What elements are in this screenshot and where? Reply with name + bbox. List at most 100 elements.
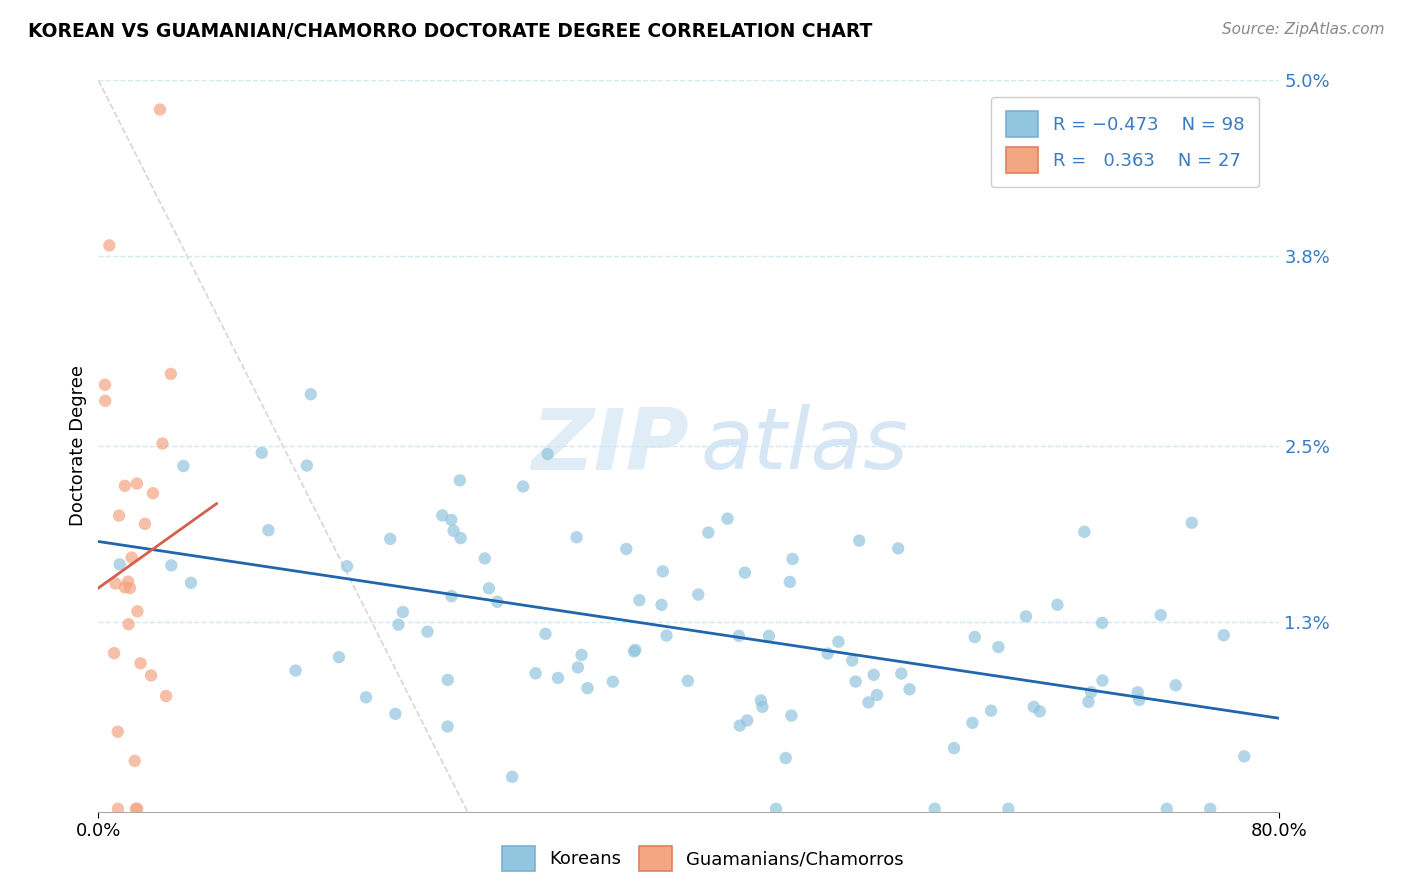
Point bbox=[576, 681, 599, 695]
Point bbox=[416, 624, 439, 639]
Point bbox=[94, 377, 117, 392]
Point bbox=[924, 802, 946, 816]
Point bbox=[124, 754, 146, 768]
Point bbox=[1156, 802, 1178, 816]
Point bbox=[436, 719, 458, 733]
Point bbox=[1150, 608, 1173, 623]
Point bbox=[440, 513, 463, 527]
Point bbox=[1073, 524, 1095, 539]
Point bbox=[758, 629, 780, 643]
Point bbox=[676, 673, 699, 688]
Point bbox=[121, 550, 143, 565]
Point bbox=[118, 581, 141, 595]
Point bbox=[152, 436, 174, 450]
Point bbox=[478, 582, 501, 596]
Point bbox=[1126, 685, 1149, 699]
Point bbox=[765, 802, 787, 816]
Point bbox=[432, 508, 454, 523]
Point bbox=[571, 648, 593, 662]
Point bbox=[614, 541, 637, 556]
Point bbox=[547, 671, 569, 685]
Point bbox=[180, 575, 202, 590]
Point bbox=[155, 689, 177, 703]
Point bbox=[567, 660, 589, 674]
Point bbox=[943, 741, 966, 756]
Point bbox=[160, 367, 183, 381]
Y-axis label: Doctorate Degree: Doctorate Degree bbox=[69, 366, 87, 526]
Point bbox=[142, 486, 165, 500]
Point bbox=[328, 650, 350, 665]
Point bbox=[1080, 685, 1102, 699]
Point bbox=[440, 589, 463, 603]
Point bbox=[898, 682, 921, 697]
Point bbox=[139, 668, 162, 682]
Point bbox=[1091, 673, 1114, 688]
Point bbox=[114, 580, 136, 594]
Point bbox=[782, 552, 804, 566]
Point bbox=[534, 627, 557, 641]
Point bbox=[817, 647, 839, 661]
Point bbox=[845, 674, 868, 689]
Point bbox=[127, 802, 149, 816]
Point bbox=[127, 604, 149, 618]
Point bbox=[380, 532, 402, 546]
Point bbox=[1077, 695, 1099, 709]
Point bbox=[1128, 693, 1150, 707]
Point bbox=[250, 446, 273, 460]
Point bbox=[1164, 678, 1187, 692]
Point bbox=[997, 802, 1019, 816]
Point bbox=[443, 524, 465, 538]
Point bbox=[125, 802, 148, 816]
Point bbox=[114, 479, 136, 493]
Point bbox=[336, 559, 359, 574]
Point bbox=[486, 595, 509, 609]
Point bbox=[134, 516, 156, 531]
Point bbox=[501, 770, 523, 784]
Point bbox=[257, 523, 280, 537]
Point bbox=[125, 476, 148, 491]
Point bbox=[98, 238, 121, 252]
Point bbox=[749, 693, 772, 707]
Point bbox=[284, 664, 307, 678]
Point bbox=[987, 640, 1010, 654]
Point bbox=[775, 751, 797, 765]
Point bbox=[728, 718, 751, 732]
Point bbox=[651, 565, 673, 579]
Point bbox=[354, 690, 377, 705]
Point bbox=[117, 574, 139, 589]
Point bbox=[104, 576, 127, 591]
Legend: R = −0.473    N = 98, R =   0.363    N = 27: R = −0.473 N = 98, R = 0.363 N = 27 bbox=[991, 96, 1258, 187]
Point bbox=[1029, 704, 1052, 718]
Point bbox=[827, 634, 849, 648]
Point bbox=[716, 511, 738, 525]
Text: ZIP: ZIP bbox=[531, 404, 689, 488]
Point bbox=[107, 724, 129, 739]
Point bbox=[108, 558, 131, 572]
Point bbox=[779, 574, 801, 589]
Point bbox=[628, 593, 651, 607]
Point bbox=[1233, 749, 1256, 764]
Legend: Koreans, Guamanians/Chamorros: Koreans, Guamanians/Chamorros bbox=[495, 838, 911, 879]
Point bbox=[512, 479, 534, 493]
Point bbox=[651, 598, 673, 612]
Point bbox=[108, 508, 131, 523]
Point bbox=[392, 605, 415, 619]
Point bbox=[387, 617, 409, 632]
Point bbox=[107, 802, 129, 816]
Point bbox=[474, 551, 496, 566]
Point bbox=[841, 654, 863, 668]
Point bbox=[697, 525, 720, 540]
Point bbox=[602, 674, 624, 689]
Point bbox=[624, 643, 647, 657]
Point bbox=[1015, 609, 1038, 624]
Point bbox=[449, 474, 471, 488]
Point bbox=[172, 458, 194, 473]
Point bbox=[129, 657, 152, 671]
Point bbox=[848, 533, 870, 548]
Point bbox=[866, 688, 889, 702]
Point bbox=[858, 695, 880, 709]
Point bbox=[537, 447, 560, 461]
Point bbox=[1199, 802, 1222, 816]
Point bbox=[751, 699, 773, 714]
Point bbox=[524, 666, 547, 681]
